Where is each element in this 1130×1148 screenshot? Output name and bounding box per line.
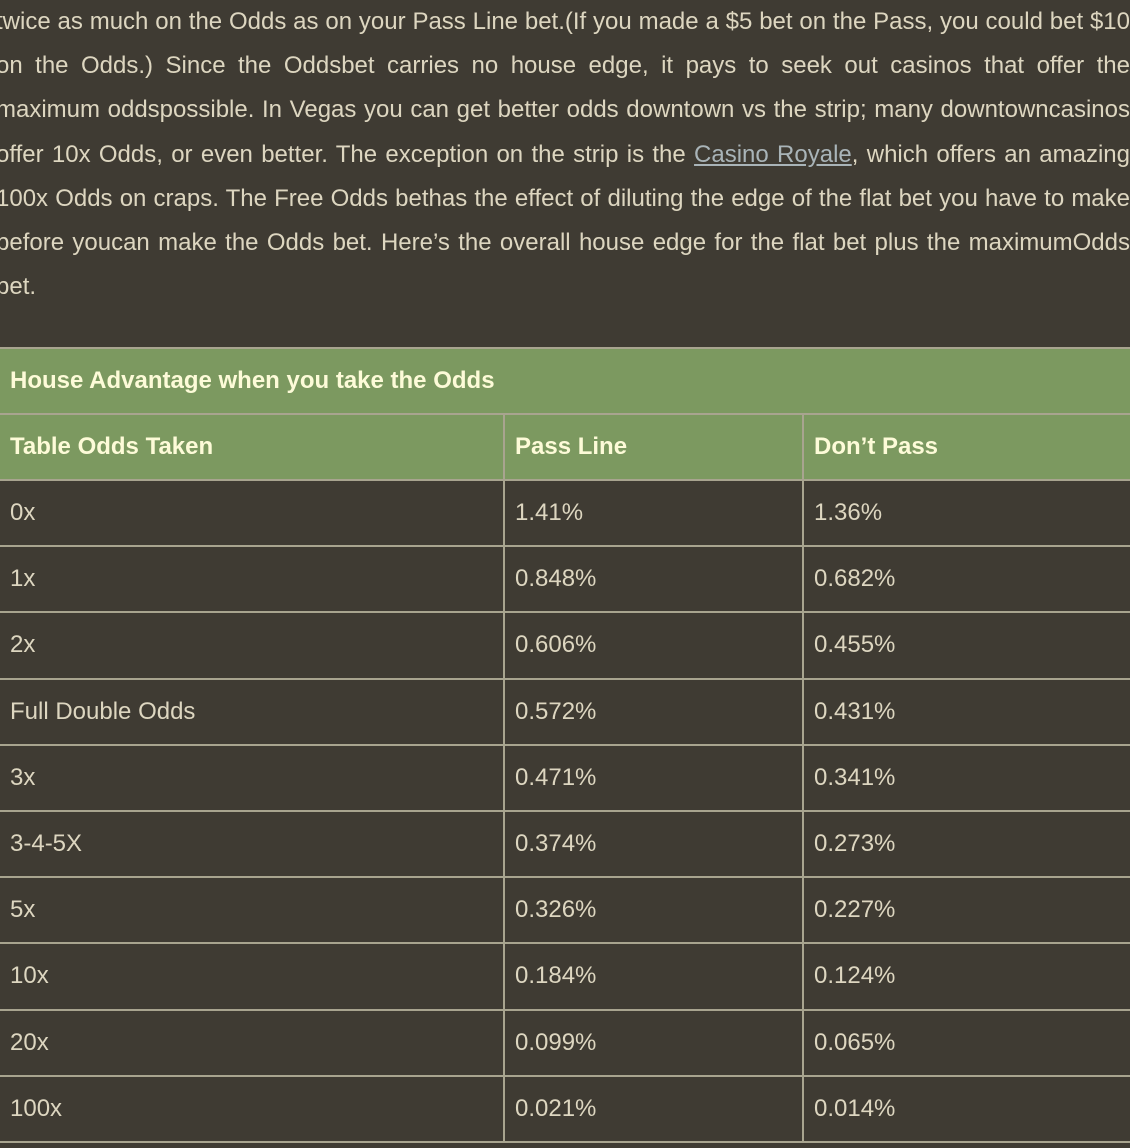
- odds-taken-cell: 10x: [0, 942, 505, 1011]
- odds-taken-cell: 20x: [0, 1008, 505, 1077]
- pass-line-cell: 0.374%: [503, 809, 804, 879]
- table-header-row: Table Odds Taken Pass Line Don’t Pass: [0, 413, 1130, 481]
- pass-line-cell: 0.099%: [503, 1008, 804, 1077]
- odds-taken-cell: 2x: [0, 611, 505, 680]
- odds-taken-cell: 5x: [0, 876, 505, 945]
- paragraph-text-end: , which offers an amazing 100x Odds on c…: [0, 140, 1130, 301]
- pass-line-cell: 0.471%: [503, 743, 804, 812]
- table-title: House Advantage when you take the Odds: [0, 347, 1130, 415]
- casino-royale-link[interactable]: Casino Royale: [694, 140, 852, 168]
- odds-taken-cell: 3x: [0, 743, 505, 812]
- dont-pass-cell: 0.273%: [801, 809, 1130, 879]
- table-row: 2x 0.606% 0.455%: [0, 611, 1130, 680]
- table-row: 100x 0.021% 0.014%: [0, 1074, 1130, 1143]
- dont-pass-cell: 0.341%: [801, 743, 1130, 812]
- odds-taken-cell: Full Double Odds: [0, 677, 505, 746]
- table-title-row: House Advantage when you take the Odds: [0, 347, 1130, 415]
- table-row: 0x 1.41% 1.36%: [0, 478, 1130, 548]
- odds-taken-cell: 100x: [0, 1074, 505, 1143]
- table-row: 10x 0.184% 0.124%: [0, 942, 1130, 1011]
- table-row: 3x 0.471% 0.341%: [0, 743, 1130, 812]
- pass-line-cell: 0.848%: [503, 545, 804, 614]
- article-paragraph: twice as much on the Odds as on your Pas…: [0, 0, 1130, 354]
- header-dont-pass: Don’t Pass: [801, 413, 1130, 481]
- paragraph-text-start: twice as much on the Odds as on your Pas…: [0, 8, 1130, 168]
- pass-line-cell: 1.41%: [503, 478, 804, 548]
- dont-pass-cell: 0.014%: [801, 1074, 1130, 1143]
- pass-line-cell: 0.572%: [503, 677, 804, 746]
- table-row: 20x 0.099% 0.065%: [0, 1008, 1130, 1077]
- dont-pass-cell: 0.682%: [801, 545, 1130, 614]
- table-row: 1x 0.848% 0.682%: [0, 545, 1130, 614]
- table-row: Full Double Odds 0.572% 0.431%: [0, 677, 1130, 746]
- table-row: 3-4-5X 0.374% 0.273%: [0, 809, 1130, 879]
- table-row: 5x 0.326% 0.227%: [0, 876, 1130, 945]
- pass-line-cell: 0.326%: [503, 876, 804, 945]
- pass-line-cell: 0.606%: [503, 611, 804, 680]
- house-advantage-table: House Advantage when you take the Odds T…: [0, 347, 1130, 1143]
- odds-taken-cell: 3-4-5X: [0, 809, 505, 879]
- dont-pass-cell: 0.124%: [801, 942, 1130, 1011]
- article-body: twice as much on the Odds as on your Pas…: [0, 0, 1130, 354]
- dont-pass-cell: 0.431%: [801, 677, 1130, 746]
- header-pass-line: Pass Line: [503, 413, 804, 481]
- pass-line-cell: 0.021%: [503, 1074, 804, 1143]
- pass-line-cell: 0.184%: [503, 942, 804, 1011]
- header-table-odds-taken: Table Odds Taken: [0, 413, 505, 481]
- dont-pass-cell: 0.227%: [801, 876, 1130, 945]
- odds-taken-cell: 0x: [0, 478, 505, 548]
- dont-pass-cell: 0.065%: [801, 1008, 1130, 1077]
- dont-pass-cell: 1.36%: [801, 478, 1130, 548]
- odds-taken-cell: 1x: [0, 545, 505, 614]
- dont-pass-cell: 0.455%: [801, 611, 1130, 680]
